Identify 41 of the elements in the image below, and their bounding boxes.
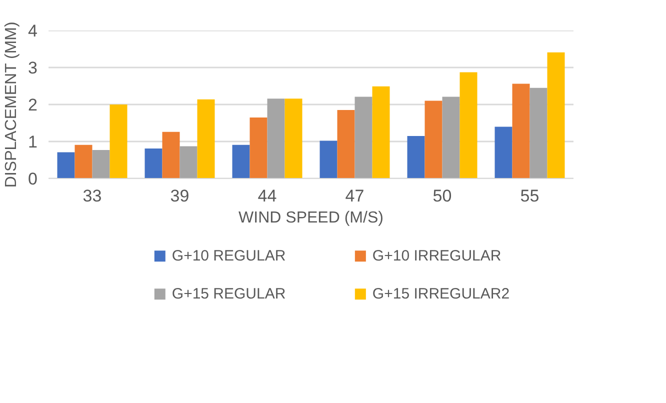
bar <box>284 98 302 178</box>
bar <box>494 126 512 178</box>
y-tick-label: 0 <box>28 170 38 188</box>
x-axis-title: WIND SPEED (M/S) <box>238 210 384 226</box>
bar <box>512 84 530 178</box>
bar <box>547 52 565 178</box>
y-axis-title: DISPLACEMENT (MM) <box>3 22 20 188</box>
x-tick-label: 33 <box>82 186 102 206</box>
bar <box>74 144 92 178</box>
x-tick-label: 55 <box>520 186 540 206</box>
y-tick-label: 2 <box>28 96 38 114</box>
bar <box>197 99 215 178</box>
bar <box>250 117 268 178</box>
bar <box>162 132 180 178</box>
bar <box>337 110 355 178</box>
bar <box>407 136 425 178</box>
legend-label: G+10 IRREGULAR <box>372 248 502 265</box>
y-tick-label: 4 <box>28 22 38 40</box>
bar <box>232 144 250 178</box>
legend-label: G+15 IRREGULAR2 <box>372 286 510 303</box>
bar <box>144 148 162 178</box>
bar <box>460 72 478 178</box>
bar <box>372 86 390 178</box>
bar <box>180 146 198 178</box>
legend-label: G+10 REGULAR <box>172 248 286 265</box>
bar <box>110 104 128 178</box>
bar <box>424 100 442 178</box>
bar <box>442 96 460 178</box>
y-tick-label: 3 <box>28 58 38 78</box>
x-tick-label: 47 <box>345 186 364 206</box>
x-tick-label: 39 <box>170 186 190 206</box>
x-tick-label: 44 <box>258 186 277 206</box>
bar <box>57 152 75 178</box>
legend-label: G+15 REGULAR <box>172 286 286 303</box>
y-tick-label: 1 <box>28 132 38 152</box>
x-tick-label: 50 <box>432 186 452 206</box>
bar <box>320 140 338 178</box>
bar <box>354 96 372 178</box>
bar <box>530 88 548 178</box>
bar <box>267 98 285 178</box>
bar <box>92 150 110 178</box>
